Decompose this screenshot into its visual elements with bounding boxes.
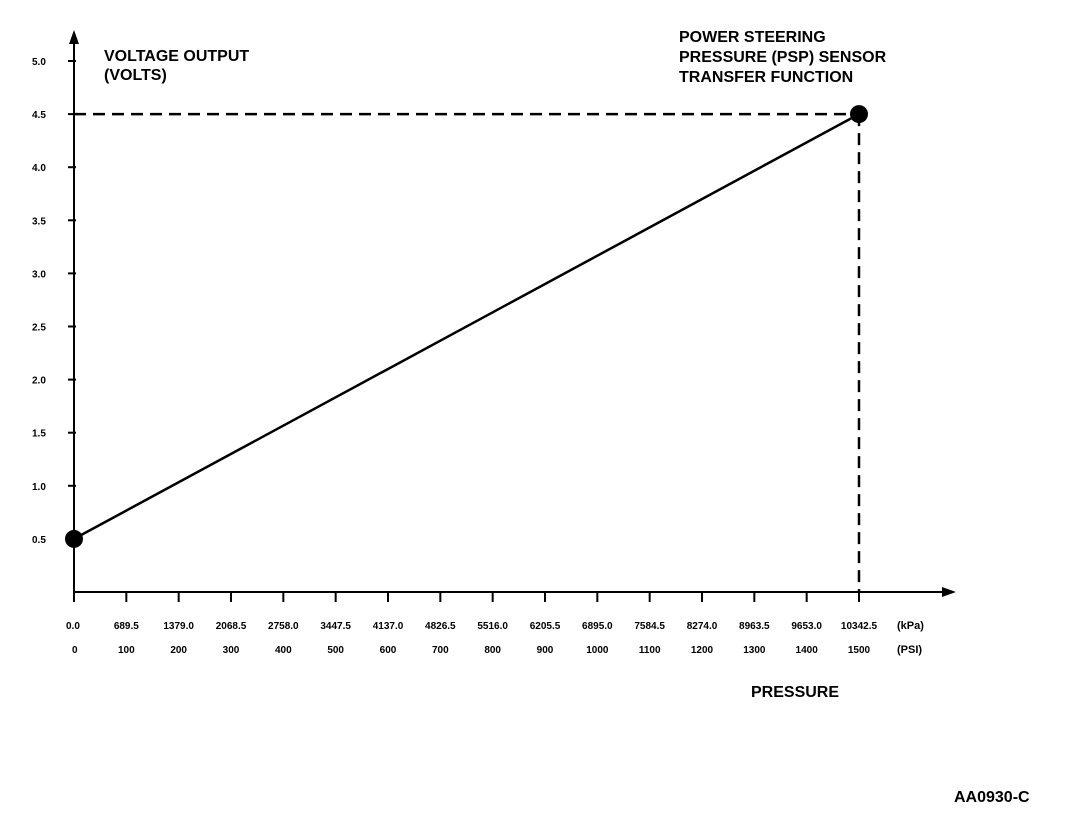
- y-tick-label: 1.5: [32, 429, 46, 440]
- x-tick-label-kpa: 9653.0: [791, 621, 822, 632]
- x-tick-label-kpa: 4826.5: [425, 621, 456, 632]
- x-tick-label-kpa: 3447.5: [320, 621, 351, 632]
- x-tick-label-kpa: 7584.5: [634, 621, 665, 632]
- x-tick-label-kpa: 2758.0: [268, 621, 299, 632]
- y-tick-label: 2.5: [32, 323, 46, 334]
- x-tick-label-kpa: 0.0: [66, 621, 80, 632]
- y-axis-arrowhead: [69, 30, 79, 44]
- x-tick-label-kpa: 2068.5: [216, 621, 247, 632]
- y-tick-label: 5.0: [32, 57, 46, 68]
- y-tick-label: 3.0: [32, 269, 46, 280]
- x-tick-label-kpa: 8963.5: [739, 621, 770, 632]
- x-tick-label-psi: 1200: [691, 645, 714, 656]
- x-tick-label-kpa: 689.5: [114, 621, 139, 632]
- x-tick-label-kpa: 8274.0: [687, 621, 718, 632]
- x-tick-label-psi: 1000: [586, 645, 609, 656]
- axes: [68, 30, 956, 602]
- x-tick-label-psi: 100: [118, 645, 135, 656]
- y-tick-label: 1.0: [32, 482, 46, 493]
- reference-lines: [74, 112, 861, 592]
- y-tick-label: 3.5: [32, 216, 46, 227]
- x-tick-labels: 0.0 0 689.5 100 1379.0 200 2068.5 300 2758.0 400 3…: [66, 621, 878, 656]
- y-axis-label-line-2: (VOLTS): [104, 67, 167, 84]
- x-tick-label-psi: 900: [537, 645, 554, 656]
- y-tick-label: 2.0: [32, 376, 46, 387]
- x-tick-label-psi: 300: [223, 645, 240, 656]
- y-tick-label: 0.5: [32, 535, 46, 546]
- x-tick-label-psi: 1300: [743, 645, 766, 656]
- x-tick-label-psi: 700: [432, 645, 449, 656]
- x-tick-label-kpa: 1379.0: [163, 621, 194, 632]
- y-tick-label: 4.5: [32, 110, 46, 121]
- x-tick-label-kpa: 4137.0: [373, 621, 404, 632]
- x-tick-label-kpa: 5516.0: [477, 621, 508, 632]
- chart-title-line-1: POWER STEERING: [679, 29, 826, 46]
- x-tick-label-psi: 1500: [848, 645, 871, 656]
- series-group: [65, 105, 868, 548]
- x-axis-arrowhead: [942, 587, 956, 597]
- x-tick-label-psi: 500: [327, 645, 344, 656]
- transfer-function-line: [73, 113, 860, 540]
- y-tick-label: 4.0: [32, 163, 46, 174]
- chart-title-line-2: PRESSURE (PSP) SENSOR: [679, 49, 887, 66]
- x-tick-label-psi: 1100: [639, 645, 661, 656]
- x-unit-kpa: (kPa): [897, 620, 924, 632]
- x-unit-psi: (PSI): [897, 644, 922, 656]
- x-tick-label-kpa: 6205.5: [530, 621, 561, 632]
- data-point: [65, 529, 83, 548]
- x-axis-label: PRESSURE: [751, 684, 839, 701]
- x-tick-label-psi: 200: [170, 645, 187, 656]
- x-tick-label-psi: 600: [380, 645, 397, 656]
- x-tick-label-psi: 1400: [796, 645, 819, 656]
- data-point: [850, 105, 868, 124]
- figure-id: AA0930-C: [954, 789, 1030, 806]
- x-tick-label-kpa: 6895.0: [582, 621, 613, 632]
- x-tick-label-psi: 800: [484, 645, 501, 656]
- x-tick-label-kpa: 10342.5: [841, 621, 878, 632]
- x-tick-label-psi: 0: [72, 645, 78, 656]
- y-axis-label-line-1: VOLTAGE OUTPUT: [104, 48, 249, 65]
- x-tick-label-psi: 400: [275, 645, 292, 656]
- chart-title-line-3: TRANSFER FUNCTION: [679, 69, 853, 86]
- y-tick-labels: 0.5 1.0 1.5 2.0 2.5 3.0 3.5 4.0 4.5 5.0: [32, 57, 46, 546]
